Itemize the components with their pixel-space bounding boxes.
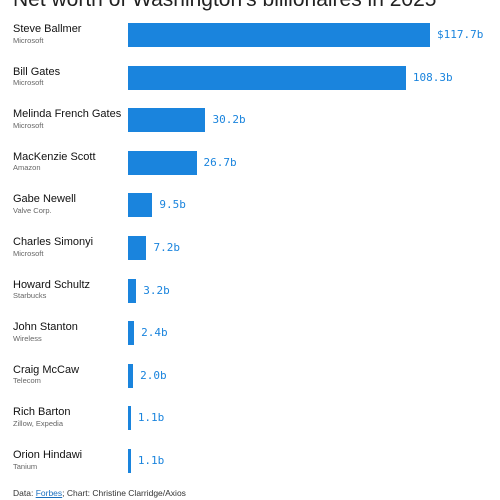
source-link-forbes[interactable]: Forbes bbox=[35, 488, 63, 498]
person-name: Howard Schultz bbox=[13, 278, 91, 291]
data-label: $117.7b bbox=[437, 28, 484, 41]
company-label: Telecom bbox=[13, 376, 41, 386]
company-label: Starbucks bbox=[13, 291, 47, 301]
company-label: Tanium bbox=[13, 461, 38, 471]
person-name: Gabe Newell bbox=[13, 193, 76, 206]
person-name: Charles Simonyi bbox=[13, 236, 94, 248]
category-label: Charles Simonyi Microsoft bbox=[13, 236, 125, 259]
category-label: MacKenzie Scott Amazon bbox=[13, 151, 125, 174]
category-label: Craig McCaw Telecom bbox=[13, 364, 125, 387]
person-name: Craig McCaw bbox=[13, 363, 80, 376]
bar bbox=[128, 23, 430, 47]
source-prefix: Data: bbox=[13, 488, 36, 498]
bar bbox=[128, 108, 206, 133]
bar bbox=[128, 406, 131, 431]
category-label: John Stanton Wireless bbox=[13, 321, 125, 344]
chart-baseline bbox=[128, 14, 129, 476]
company-label: Microsoft bbox=[13, 78, 44, 88]
data-label: 1.1b bbox=[137, 411, 165, 425]
chart-title: Net worth of Washington's billionaires i… bbox=[13, 0, 436, 12]
person-name: Orion Hindawi bbox=[13, 449, 83, 461]
data-label: 108.3b bbox=[412, 70, 453, 84]
source-suffix: ; Chart: Christine Clarridge/Axios bbox=[62, 488, 186, 498]
bar bbox=[128, 236, 147, 260]
category-label: Howard Schultz Starbucks bbox=[13, 279, 125, 302]
category-label: Orion Hindawi Tanium bbox=[13, 449, 125, 472]
person-name: Melinda French Gates bbox=[13, 108, 122, 121]
data-label: 1.1b bbox=[137, 454, 165, 467]
category-label: Gabe Newell Valve Corp. bbox=[13, 193, 125, 216]
company-label: Wireless bbox=[13, 333, 42, 343]
bar bbox=[128, 150, 197, 175]
person-name: Steve Ballmer bbox=[13, 23, 82, 35]
bar bbox=[128, 363, 134, 388]
data-label: 2.4b bbox=[141, 326, 168, 340]
category-label: Rich Barton Zillow, Expedia bbox=[13, 406, 125, 429]
person-name: Bill Gates bbox=[13, 65, 61, 78]
company-label: Microsoft bbox=[13, 35, 44, 45]
category-label: Melinda French Gates Microsoft bbox=[13, 108, 125, 131]
data-label: 30.2b bbox=[212, 113, 246, 127]
chart-source: Data: Forbes; Chart: Christine Clarridge… bbox=[13, 488, 186, 498]
person-name: MacKenzie Scott bbox=[13, 150, 96, 163]
data-label: 7.2b bbox=[153, 241, 180, 254]
person-name: John Stanton bbox=[13, 321, 78, 334]
bar bbox=[128, 278, 137, 303]
company-label: Amazon bbox=[13, 163, 41, 173]
company-label: Zillow, Expedia bbox=[13, 418, 64, 428]
data-label: 2.0b bbox=[140, 368, 167, 382]
bar bbox=[128, 321, 135, 346]
data-label: 9.5b bbox=[159, 198, 186, 212]
bar bbox=[128, 65, 406, 90]
data-label: 3.2b bbox=[143, 283, 170, 297]
category-label: Bill Gates Microsoft bbox=[13, 66, 125, 89]
person-name: Rich Barton bbox=[13, 406, 71, 419]
company-label: Microsoft bbox=[13, 120, 44, 130]
bar bbox=[128, 449, 131, 473]
category-label: Steve Ballmer Microsoft bbox=[13, 23, 125, 46]
data-label: 26.7b bbox=[203, 155, 237, 169]
company-label: Microsoft bbox=[13, 248, 44, 258]
company-label: Valve Corp. bbox=[13, 205, 52, 215]
bar bbox=[128, 193, 153, 218]
